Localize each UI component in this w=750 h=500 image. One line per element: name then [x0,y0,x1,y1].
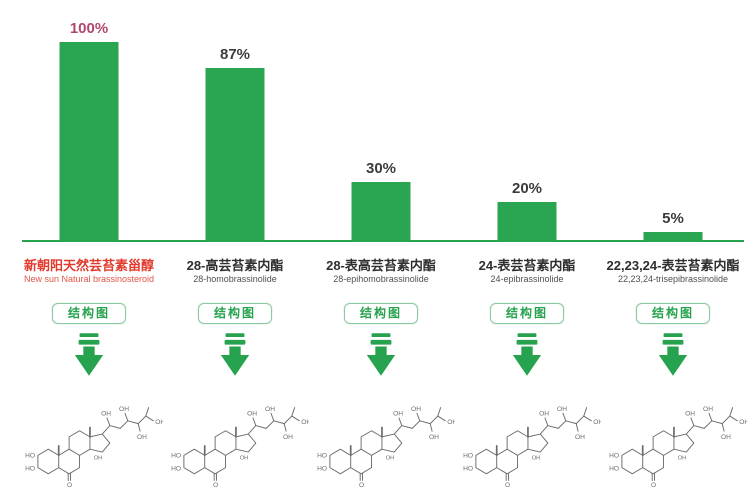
bar-value-label: 30% [365,160,397,177]
svg-text:OH: OH [739,419,747,426]
svg-text:OH: OH [557,406,567,413]
product-name-en: 22,23,24-trisepibrassinolide [617,274,729,285]
svg-text:HO: HO [463,466,473,473]
chart-columns: 100% 新朝阳天然芸苔素甾醇 New sun Natural brassino… [15,0,747,488]
svg-text:OH: OH [240,456,248,462]
product-name-cn: 24-表芸苔素内酯 [478,258,576,273]
bar-area: 20% [454,0,600,242]
bar [643,232,703,242]
svg-text:OH: OH [685,411,695,418]
svg-text:OH: OH [575,434,585,441]
bar-area: 30% [308,0,454,242]
svg-text:HO: HO [317,466,327,473]
svg-text:OH: OH [101,411,111,418]
product-name-en: New sun Natural brassinosteroid [23,274,155,285]
chemical-structure-diagram: HO HO O OH OH OH OH OH [15,382,163,488]
svg-text:OH: OH [703,406,713,413]
bar-area: 100% [16,0,162,242]
down-arrow-icon [364,333,398,377]
svg-text:OH: OH [247,411,257,418]
svg-text:HO: HO [609,453,619,460]
structure-diagram-button[interactable]: 结构图 [635,303,710,325]
svg-text:HO: HO [25,453,35,460]
structure-diagram-button[interactable]: 结构图 [489,303,564,325]
svg-text:O: O [67,482,72,488]
product-column: 20% 24-表芸苔素内酯 24-epibrassinolide 结构图 [453,0,601,488]
svg-text:OH: OH [283,434,293,441]
down-arrow-icon [510,333,544,377]
bar-value-label: 20% [511,180,543,197]
structure-diagram-button[interactable]: 结构图 [197,303,272,325]
structure-diagram-button[interactable]: 结构图 [51,303,126,325]
svg-text:OH: OH [593,419,601,426]
svg-text:OH: OH [94,456,102,462]
svg-text:OH: OH [532,456,540,462]
product-name-cn: 28-高芸苔素内酯 [186,258,284,273]
svg-text:OH: OH [721,434,731,441]
svg-text:O: O [651,482,656,488]
svg-text:OH: OH [678,456,686,462]
down-arrow-icon [72,333,106,377]
product-name-en: 24-epibrassinolide [490,274,564,285]
svg-text:OH: OH [447,419,455,426]
svg-text:OH: OH [265,406,275,413]
product-name-cn: 22,23,24-表芸苔素内酯 [606,258,740,273]
svg-text:OH: OH [429,434,439,441]
bar-value-label: 100% [69,20,109,37]
svg-text:HO: HO [609,466,619,473]
down-arrow-icon [656,333,690,377]
bar [59,42,119,242]
svg-text:HO: HO [171,466,181,473]
bar [351,182,411,242]
product-column: 5% 22,23,24-表芸苔素内酯 22,23,24-trisepibrass… [599,0,747,488]
chemical-structure-diagram: HO HO O OH OH OH OH OH [161,382,309,488]
svg-text:HO: HO [463,453,473,460]
bar [497,202,557,242]
bar-value-label: 5% [662,210,684,227]
svg-text:OH: OH [411,406,421,413]
down-arrow-icon [218,333,252,377]
svg-text:OH: OH [393,411,403,418]
product-column: 87% 28-高芸苔素内酯 28-homobrassinolide 结构图 [161,0,309,488]
svg-text:OH: OH [137,434,147,441]
svg-text:OH: OH [155,419,163,426]
chemical-structure-diagram: HO HO O OH OH OH OH OH [599,382,747,488]
svg-text:OH: OH [386,456,394,462]
product-name-en: 28-homobrassinolide [193,274,277,285]
svg-text:HO: HO [317,453,327,460]
product-name-cn: 新朝阳天然芸苔素甾醇 [23,258,154,273]
bar-value-label: 87% [219,46,251,63]
bar [205,68,265,242]
svg-text:O: O [359,482,364,488]
bar-area: 5% [600,0,746,242]
product-column: 30% 28-表高芸苔素内酯 28-epihomobrassinolide 结构… [307,0,455,488]
svg-text:HO: HO [25,466,35,473]
svg-text:HO: HO [171,453,181,460]
svg-text:OH: OH [301,419,309,426]
chemical-structure-diagram: HO HO O OH OH OH OH OH [453,382,601,488]
svg-text:O: O [213,482,218,488]
structure-diagram-button[interactable]: 结构图 [343,303,418,325]
product-name-en: 28-epihomobrassinolide [333,274,429,285]
svg-text:O: O [505,482,510,488]
chemical-structure-diagram: HO HO O OH OH OH OH OH [307,382,455,488]
product-name-cn: 28-表高芸苔素内酯 [326,258,436,273]
bar-area: 87% [162,0,308,242]
product-column: 100% 新朝阳天然芸苔素甾醇 New sun Natural brassino… [15,0,163,488]
svg-text:OH: OH [119,406,129,413]
svg-text:OH: OH [539,411,549,418]
